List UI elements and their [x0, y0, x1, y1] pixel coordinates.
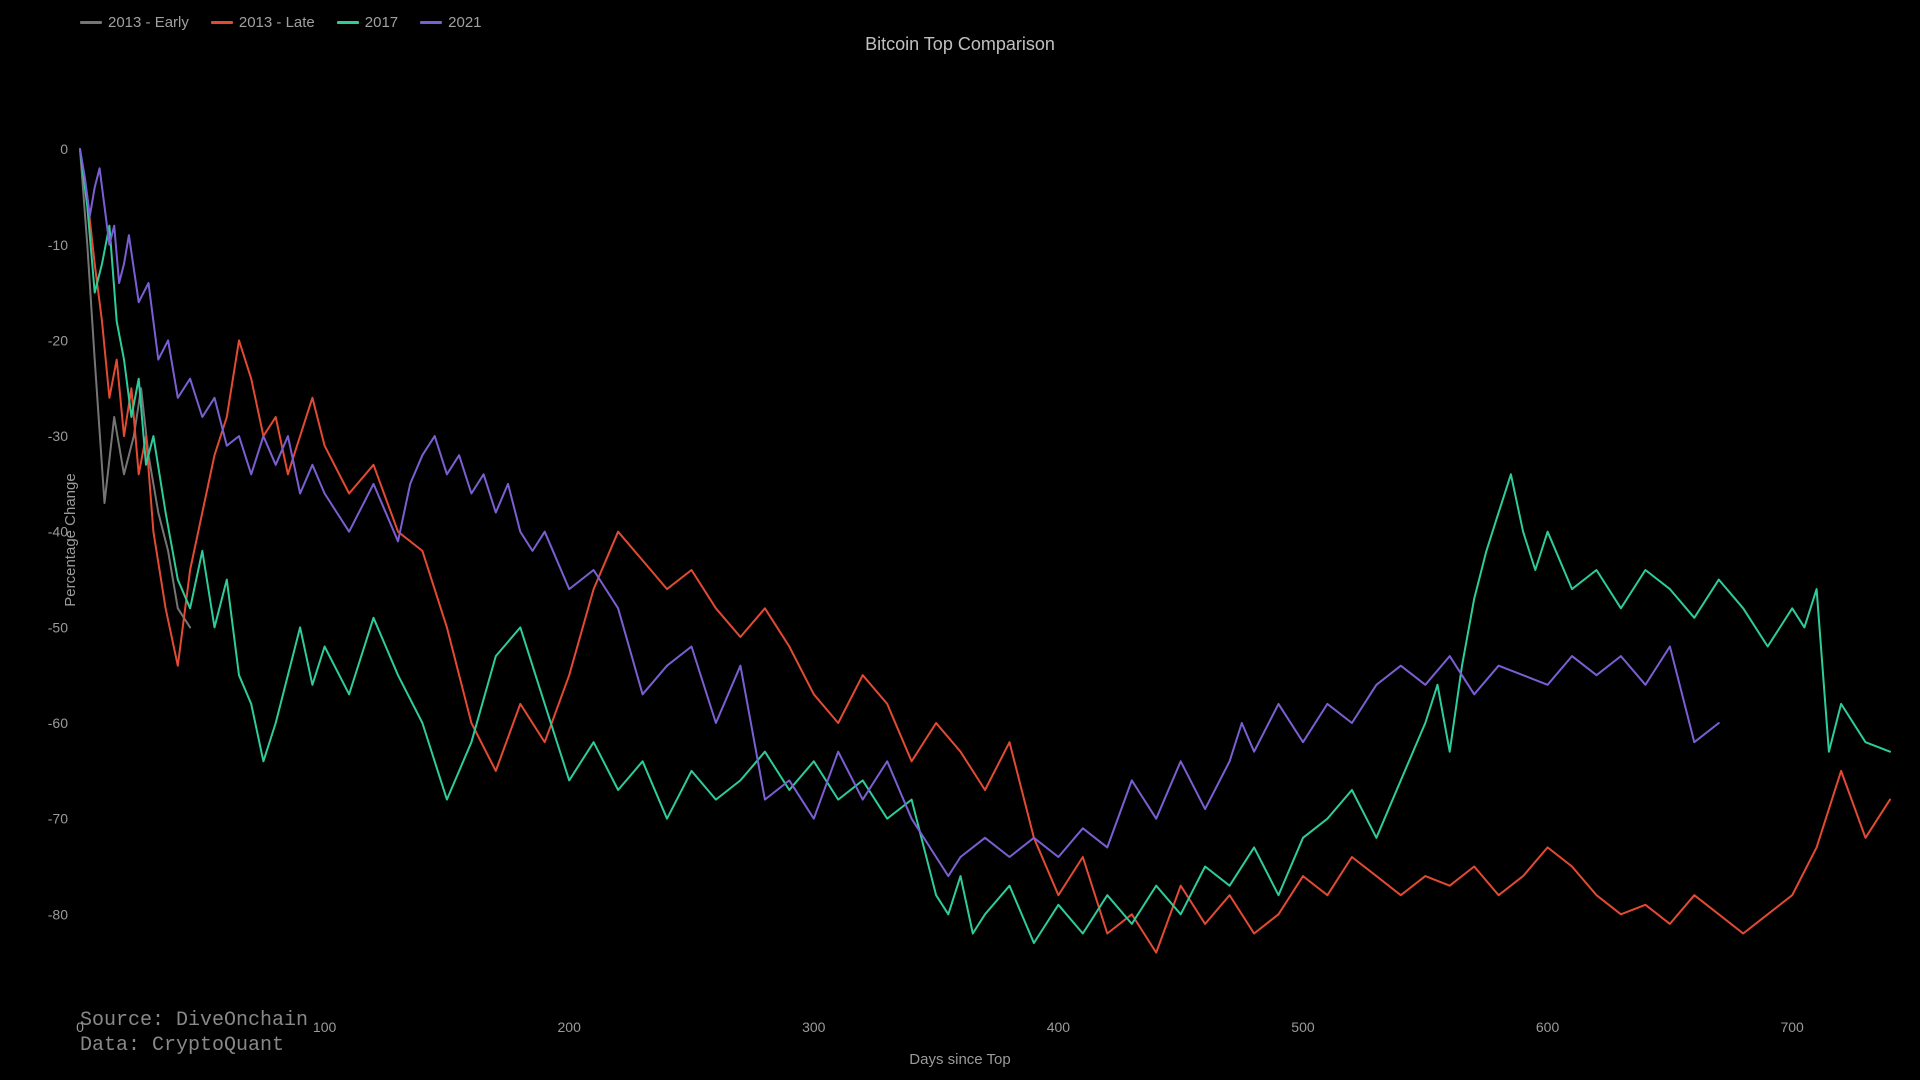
legend-label: 2017: [365, 14, 398, 31]
legend-label: 2013 - Early: [108, 14, 189, 31]
x-tick-label: 100: [313, 1019, 337, 1035]
y-tick-label: -10: [48, 237, 68, 253]
x-tick-label: 200: [558, 1019, 582, 1035]
chart-title: Bitcoin Top Comparison: [0, 34, 1920, 55]
y-tick-label: -60: [48, 715, 68, 731]
series-line-2021[interactable]: [80, 149, 1719, 876]
x-tick-label: 300: [802, 1019, 826, 1035]
legend-swatch: [420, 21, 442, 24]
x-tick-label: 700: [1780, 1019, 1804, 1035]
y-tick-label: 0: [60, 141, 68, 157]
source-line: Source: DiveOnchain: [80, 1008, 308, 1033]
y-axis-label: Percentage Change: [62, 473, 79, 606]
legend-swatch: [80, 21, 102, 24]
x-tick-label: 400: [1047, 1019, 1071, 1035]
series-line-2017[interactable]: [80, 149, 1890, 943]
x-tick-label: 500: [1291, 1019, 1315, 1035]
legend-item-2013-late[interactable]: 2013 - Late: [211, 14, 315, 31]
series-line-2013-late[interactable]: [80, 149, 1890, 953]
legend-label: 2021: [448, 14, 481, 31]
source-line: Data: CryptoQuant: [80, 1033, 308, 1058]
legend-item-2017[interactable]: 2017: [337, 14, 398, 31]
legend-swatch: [211, 21, 233, 24]
y-tick-label: -20: [48, 332, 68, 348]
y-tick-label: -30: [48, 428, 68, 444]
plot-svg: 0-10-20-30-40-50-60-70-80010020030040050…: [0, 0, 1920, 1080]
y-tick-label: -50: [48, 619, 68, 635]
legend-item-2021[interactable]: 2021: [420, 14, 481, 31]
y-tick-label: -70: [48, 811, 68, 827]
y-tick-label: -80: [48, 906, 68, 922]
legend-item-2013-early[interactable]: 2013 - Early: [80, 14, 189, 31]
legend-swatch: [337, 21, 359, 24]
legend: 2013 - Early 2013 - Late 2017 2021: [80, 14, 482, 31]
chart-container: 2013 - Early 2013 - Late 2017 2021 Bitco…: [0, 0, 1920, 1080]
legend-label: 2013 - Late: [239, 14, 315, 31]
x-tick-label: 600: [1536, 1019, 1560, 1035]
source-attribution: Source: DiveOnchain Data: CryptoQuant: [80, 1008, 308, 1058]
